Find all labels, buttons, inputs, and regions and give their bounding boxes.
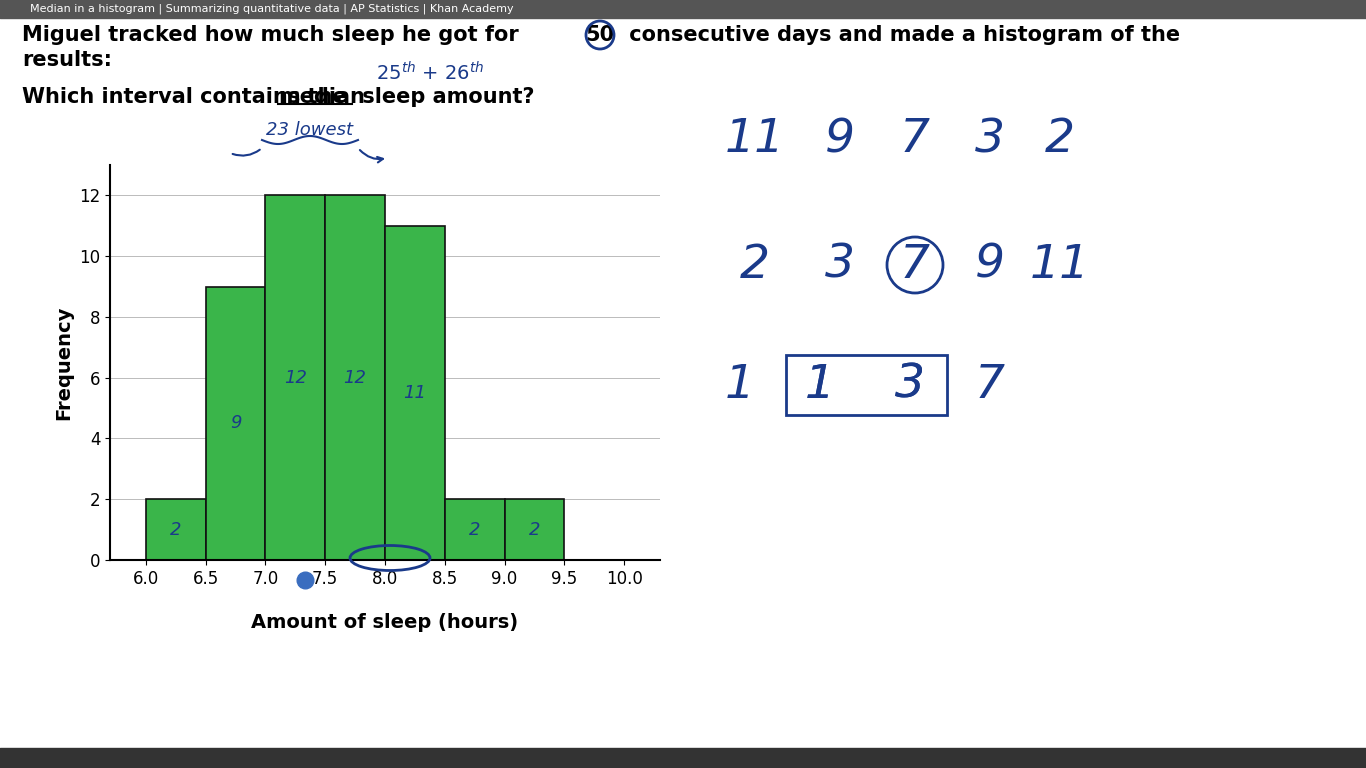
Text: sleep amount?: sleep amount? [355,87,534,107]
Text: 7: 7 [900,243,930,287]
Text: 9: 9 [975,243,1005,287]
Text: 1: 1 [805,362,835,408]
Y-axis label: Frequency: Frequency [55,306,74,419]
Text: 7: 7 [975,362,1005,408]
Bar [504,499,564,560]
Text: 11: 11 [403,384,426,402]
Text: $25^{th}$ + $26^{th}$: $25^{th}$ + $26^{th}$ [376,61,484,84]
Text: median: median [279,87,365,107]
Bar [146,499,206,560]
Text: 3: 3 [895,362,925,408]
Text: Which interval contains the: Which interval contains the [22,87,354,107]
Text: 9: 9 [229,414,242,432]
X-axis label: Amount of sleep (hours): Amount of sleep (hours) [251,613,519,632]
FancyBboxPatch shape [785,355,947,415]
Text: 2: 2 [529,521,540,538]
Text: 12: 12 [344,369,366,387]
Bar [265,195,325,560]
Text: consecutive days and made a histogram of the: consecutive days and made a histogram of… [622,25,1180,45]
Text: 2: 2 [169,521,182,538]
Text: 50: 50 [586,25,615,45]
Text: 2: 2 [469,521,481,538]
Bar [206,286,265,560]
Text: 12: 12 [284,369,307,387]
Text: 7: 7 [900,118,930,163]
Text: 1: 1 [725,362,755,408]
Text: 2: 2 [1045,118,1075,163]
Text: 11: 11 [725,118,785,163]
Text: 2: 2 [740,243,770,287]
Text: 11: 11 [1030,243,1090,287]
Text: 1: 1 [805,362,835,408]
Bar [445,499,504,560]
Text: 3: 3 [975,118,1005,163]
Text: 3: 3 [895,362,925,408]
Text: 9: 9 [825,118,855,163]
Bar [385,226,445,560]
Text: results:: results: [22,50,112,70]
Text: Miguel tracked how much sleep he got for: Miguel tracked how much sleep he got for [22,25,526,45]
Bar [325,195,385,560]
Text: 3: 3 [825,243,855,287]
Text: 23 lowest: 23 lowest [266,121,354,139]
Text: Median in a histogram | Summarizing quantitative data | AP Statistics | Khan Aca: Median in a histogram | Summarizing quan… [30,4,514,15]
